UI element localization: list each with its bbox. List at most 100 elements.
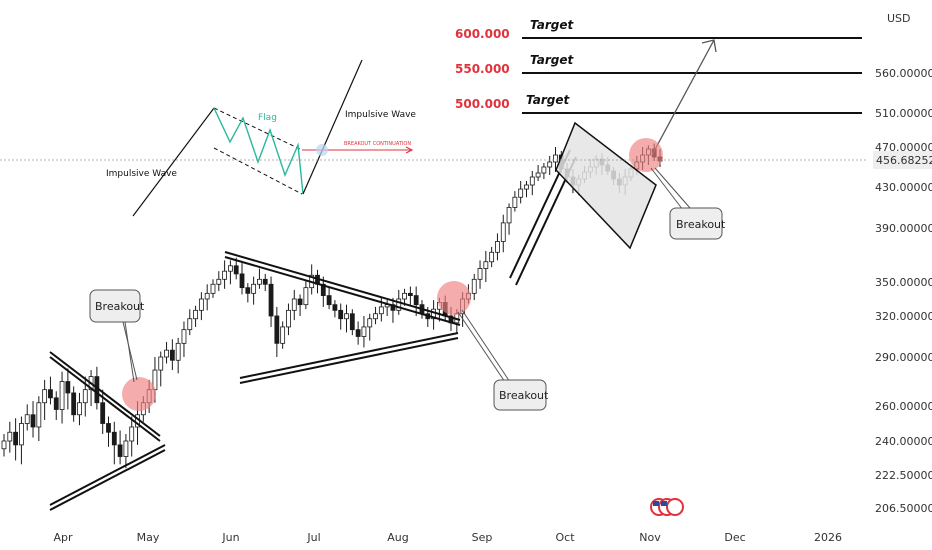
candle (117, 444, 123, 457)
triangle1-upper (49, 351, 161, 437)
breakout-circle-1 (122, 377, 156, 411)
y-tick-label: 390.00000 (875, 222, 932, 235)
candle (251, 283, 257, 294)
candle (100, 402, 106, 424)
candle (36, 402, 42, 428)
candle (7, 431, 13, 442)
candle (286, 309, 291, 328)
candle (77, 402, 82, 416)
triangle2-upper (224, 251, 461, 321)
candle (164, 349, 169, 358)
candle (297, 298, 303, 306)
triangle2-upper-b (224, 256, 461, 326)
x-tick-label: Dec (724, 531, 745, 544)
candle (169, 349, 175, 361)
candle (506, 207, 512, 224)
y-tick-label: 350.00000 (875, 276, 932, 289)
candle (489, 251, 495, 263)
current-price-badge (873, 151, 932, 169)
inset-label-impulsive-right: Impulsive Wave (345, 110, 416, 120)
candle (361, 326, 367, 337)
x-tick-label: Apr (53, 531, 73, 544)
candle (187, 318, 193, 331)
candle (407, 292, 413, 297)
pattern-annotations (49, 149, 577, 511)
y-tick-label: 510.00000 (875, 107, 932, 120)
candle (396, 298, 402, 311)
x-axis[interactable]: Apr May Jun Jul Aug Sep Oct Nov Dec 2026 (53, 531, 842, 544)
candle (13, 431, 19, 446)
candle (42, 389, 48, 404)
candle (553, 154, 558, 163)
candle (65, 381, 71, 394)
candle (280, 326, 286, 344)
y-tick-label: 290.00000 (875, 351, 932, 364)
x-tick-label: Jun (221, 531, 239, 544)
candle (291, 298, 297, 311)
candle (59, 381, 65, 410)
callout-1-text: Breakout (95, 300, 145, 313)
target-lines (522, 37, 862, 114)
triangle2-lower-b (239, 337, 459, 384)
candle (245, 287, 251, 294)
current-price-label: 456.68252 (876, 154, 932, 167)
inset-flag-diagram: Impulsive Wave Flag Impulsive Wave BREAK… (106, 59, 416, 217)
y-tick-label: 470.00000 (875, 141, 932, 154)
inset-label-flag: Flag (258, 113, 277, 123)
candle (344, 313, 349, 320)
x-tick-label: 2026 (814, 531, 842, 544)
candle (210, 283, 216, 294)
projection-arrow (651, 39, 717, 156)
candle (111, 431, 117, 446)
x-tick-label: May (137, 531, 160, 544)
candle (24, 414, 30, 424)
candle (198, 298, 204, 311)
candle (274, 315, 280, 344)
candle (547, 161, 553, 168)
candle (106, 423, 111, 433)
y-tick-label: 222.50000 (875, 469, 932, 482)
candle (262, 278, 268, 285)
candle (303, 287, 309, 306)
candle (268, 283, 274, 317)
candle (228, 265, 233, 272)
inset-label-breakout: BREAKOUT CONTINUATION (344, 141, 411, 147)
currency-label: USD (887, 12, 911, 25)
target-label-2: Target (530, 53, 575, 67)
y-tick-label: 206.50000 (875, 502, 932, 515)
flag-box (555, 121, 657, 250)
y-axis[interactable]: USD 456.68252 560.00000 510.00000 470.0000… (873, 12, 932, 515)
candle (483, 261, 489, 269)
candle (355, 329, 361, 337)
candle (53, 397, 59, 410)
candle (82, 389, 88, 404)
y-tick-label: 260.00000 (875, 400, 932, 413)
y-tick-label: 320.00000 (875, 310, 932, 323)
breakout-circle-2 (437, 281, 471, 315)
triangle1-lower-b (49, 449, 166, 511)
candle (239, 273, 245, 289)
callout-3: Breakout (650, 167, 726, 240)
x-tick-label: Jul (306, 531, 320, 544)
x-tick-label: Aug (387, 531, 408, 544)
triangle1-lower (49, 444, 166, 506)
candle (378, 306, 384, 315)
candle (477, 268, 483, 280)
candle (216, 278, 222, 285)
candle (413, 295, 419, 306)
candle (402, 292, 407, 300)
candle (320, 283, 326, 296)
candle (19, 423, 24, 446)
target-label-1: Target (530, 18, 575, 32)
callout-3-text: Breakout (676, 218, 726, 231)
candle (233, 265, 239, 275)
triangle1-upper-b (49, 356, 161, 442)
candle (524, 184, 529, 190)
candle (30, 414, 36, 428)
event-flags[interactable] (650, 498, 684, 516)
triangle2-lower (239, 332, 459, 379)
callout-2-text: Breakout (499, 389, 549, 402)
candle (332, 304, 338, 311)
candle (373, 313, 378, 320)
